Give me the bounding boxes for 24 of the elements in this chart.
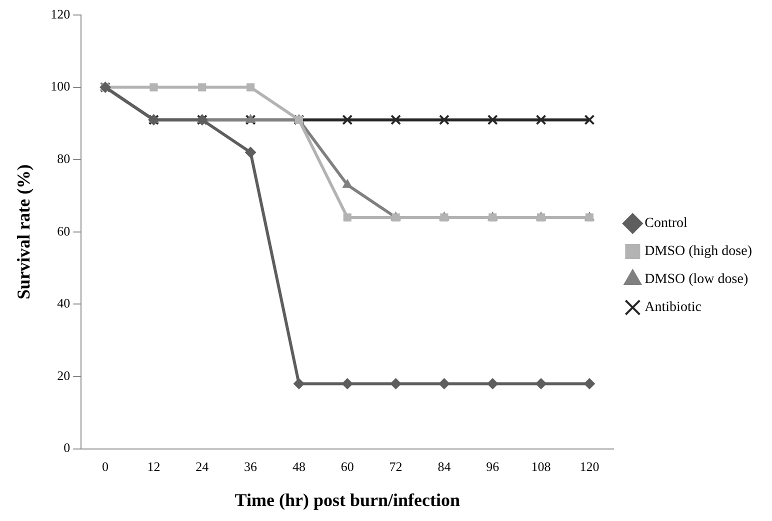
y-tick-label: 60	[57, 223, 70, 238]
x-tick-label: 36	[244, 459, 258, 474]
y-tick-label: 80	[57, 151, 70, 166]
x-tick-label: 84	[438, 459, 452, 474]
x-tick-label: 24	[196, 459, 210, 474]
y-tick-label: 100	[50, 78, 70, 94]
x-tick-label: 12	[147, 459, 160, 474]
x-tick-label: 120	[580, 459, 600, 474]
x-tick-label: 48	[292, 459, 306, 474]
y-tick-label: 0	[64, 440, 70, 456]
legend-label: DMSO (low dose)	[644, 272, 748, 288]
x-axis-title: Time (hr) post burn/infection	[234, 490, 460, 510]
x-tick-label: 108	[531, 459, 551, 474]
y-tick-label: 20	[57, 368, 70, 383]
y-tick-label: 40	[57, 296, 70, 311]
x-tick-label: 96	[486, 459, 500, 474]
y-tick-label: 120	[50, 6, 70, 22]
x-tick-label: 72	[389, 459, 402, 474]
y-axis-title: Survival rate (%)	[13, 164, 34, 300]
legend-label: Antibiotic	[644, 300, 702, 316]
x-tick-label: 60	[340, 459, 354, 474]
x-tick-label: 0	[102, 459, 109, 474]
legend-label: DMSO (high dose)	[644, 244, 752, 260]
legend-label: Control	[644, 216, 688, 232]
